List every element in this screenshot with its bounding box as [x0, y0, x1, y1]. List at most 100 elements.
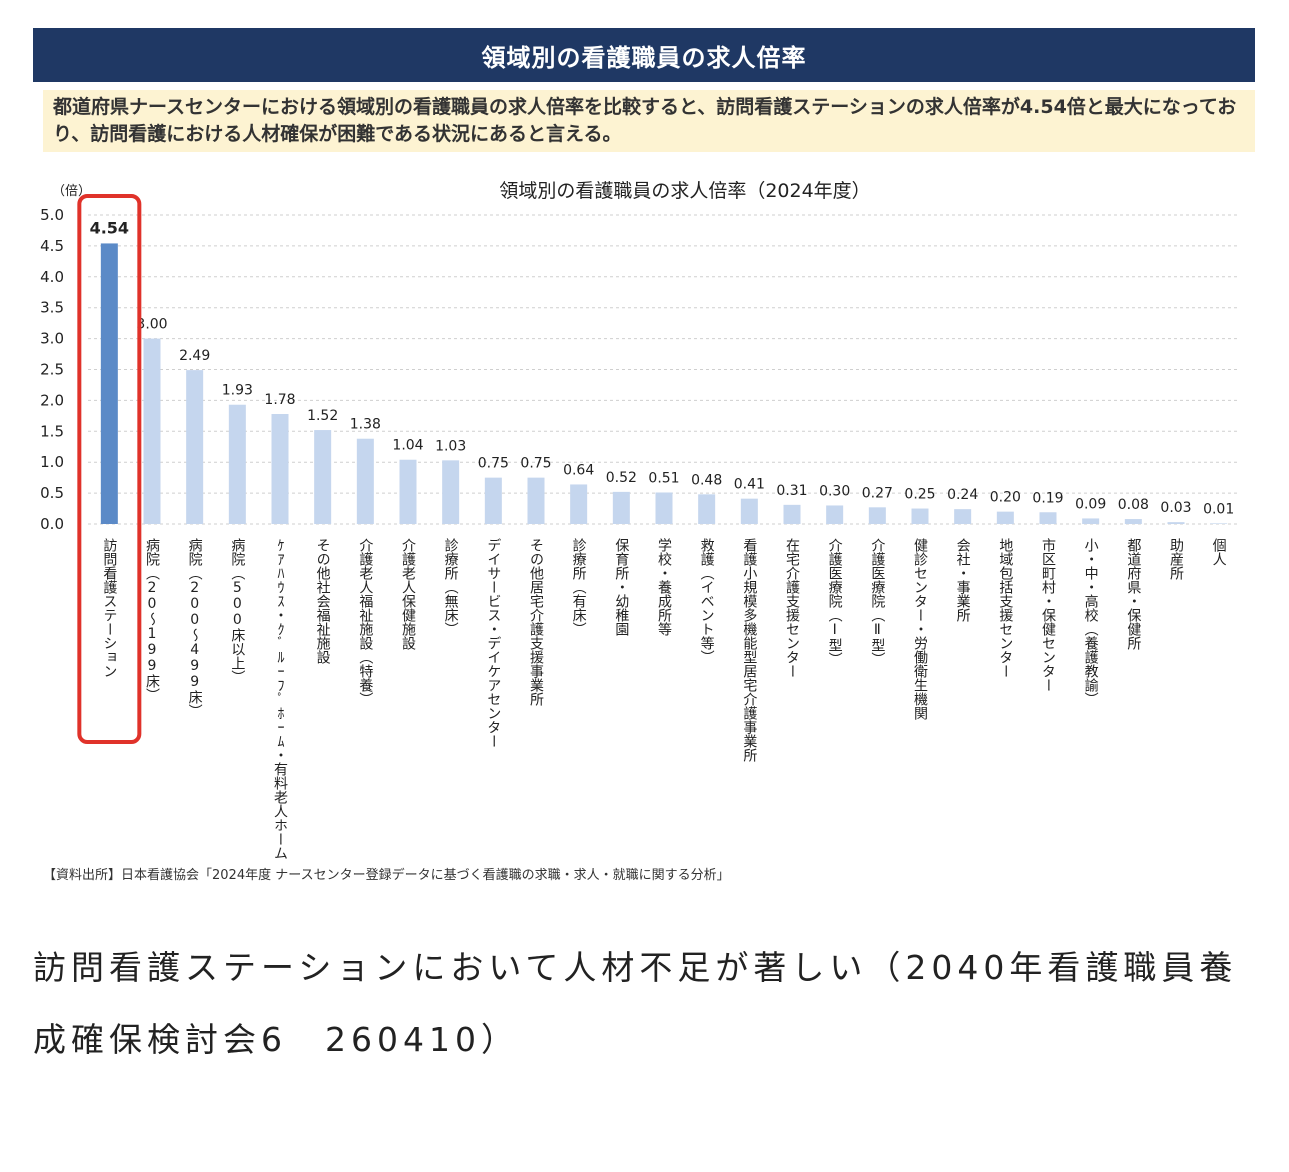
- bar: [740, 498, 758, 524]
- data-label: 0.30: [819, 483, 850, 499]
- x-tick-label: 在宅介護支援センター: [784, 538, 800, 678]
- bar-chart: 領域別の看護職員の求人倍率（2024年度） （倍） 0.0 0.5 1.0 1.5 2.0 2…: [40, 180, 1240, 860]
- data-label: 2.49: [179, 348, 210, 364]
- data-label: 0.41: [734, 477, 765, 493]
- x-tick-label: 救護（イベント等）: [699, 538, 715, 664]
- data-label: 3.00: [136, 317, 167, 333]
- summary-text: 都道府県ナースセンターにおける領域別の看護職員の求人倍率を比較すると、訪問看護ス…: [43, 90, 1255, 152]
- x-tick-label: デイサービス・デイケアセンター: [485, 538, 501, 748]
- data-label: 4.54: [90, 218, 129, 237]
- y-tick-label: 0.0: [40, 515, 64, 533]
- x-tick-label: 看護小規模多機能型居宅介護事業所: [741, 538, 757, 762]
- bar: [186, 370, 204, 524]
- data-label: 1.03: [435, 438, 466, 454]
- y-tick-label: 4.5: [40, 237, 64, 255]
- bar: [826, 505, 844, 524]
- bar: [271, 413, 289, 524]
- bar: [484, 477, 502, 524]
- data-label: 0.75: [520, 456, 551, 472]
- bar: [314, 430, 332, 524]
- data-label: 0.31: [776, 483, 807, 499]
- x-tick-label: 診療所（有床）: [571, 538, 587, 636]
- data-label: 0.24: [947, 487, 978, 503]
- x-tick-label: 都道府県・保健所: [1125, 538, 1141, 650]
- data-label: 0.27: [862, 485, 893, 501]
- source-note: 【資料出所】日本看護協会「2024年度 ナースセンター登録データに基づく看護職の…: [43, 868, 730, 883]
- page-title: 領域別の看護職員の求人倍率: [33, 28, 1255, 82]
- data-label: 0.03: [1160, 500, 1191, 516]
- bar: [954, 509, 972, 524]
- bar: [570, 484, 588, 524]
- x-tick-label: 小・中・高校（養護教諭）: [1083, 538, 1099, 706]
- bar: [655, 492, 673, 524]
- bar: [1210, 523, 1228, 524]
- chart-title: 領域別の看護職員の求人倍率（2024年度）: [499, 180, 870, 202]
- data-label: 0.25: [904, 487, 935, 503]
- bar: [911, 508, 929, 524]
- bar: [1167, 522, 1185, 524]
- y-tick-label: 5.0: [40, 206, 64, 224]
- data-label: 0.51: [648, 470, 679, 486]
- y-tick-label: 4.0: [40, 268, 64, 286]
- x-tick-label: 保育所・幼稚園: [613, 538, 629, 636]
- bar: [1082, 518, 1100, 524]
- bar: [143, 338, 161, 524]
- bar: [1124, 519, 1142, 524]
- bar: [100, 243, 118, 524]
- data-label: 1.52: [307, 408, 338, 424]
- x-tick-label: 介護医療院（Ⅰ型）: [827, 538, 843, 666]
- x-tick-label: 病院（20～199床）: [144, 538, 160, 702]
- data-label: 0.20: [990, 490, 1021, 506]
- bar: [612, 491, 630, 524]
- bar: [783, 504, 801, 524]
- x-tick-label: 個人: [1211, 538, 1227, 566]
- bar: [356, 438, 374, 524]
- x-tick-label: 診療所（無床）: [443, 538, 459, 636]
- data-label: 0.19: [1032, 490, 1063, 506]
- bar: [442, 460, 460, 524]
- data-label: 0.48: [691, 472, 722, 488]
- bar: [399, 459, 417, 524]
- x-tick-label: 学校・養成所等: [656, 538, 672, 636]
- x-tick-label: 介護医療院（Ⅱ型）: [869, 538, 885, 666]
- data-label: 0.52: [606, 470, 637, 486]
- x-tick-label: 病院（500床以上）: [229, 538, 245, 684]
- x-tick-label: 地域包括支援センター: [997, 538, 1013, 678]
- y-tick-label: 3.5: [40, 299, 64, 317]
- x-tick-label: 訪問看護ステーション: [101, 538, 117, 678]
- x-tick-label: 介護老人保健施設: [400, 538, 416, 650]
- data-label: 1.78: [264, 392, 295, 408]
- x-tick-label: 会社・事業所: [955, 538, 971, 622]
- caption-text: 訪問看護ステーションにおいて人材不足が著しい（2040年看護職員養成確保検討会6…: [33, 948, 1238, 1059]
- bar: [996, 511, 1014, 524]
- y-axis-label: （倍）: [52, 184, 91, 199]
- bar: [527, 477, 545, 524]
- y-tick-label: 1.5: [40, 422, 64, 440]
- bar: [868, 507, 886, 524]
- data-label: 0.64: [563, 462, 594, 478]
- data-label: 1.93: [222, 383, 253, 399]
- y-tick-label: 3.0: [40, 330, 64, 348]
- data-label: 0.09: [1075, 496, 1106, 512]
- data-label: 0.75: [478, 456, 509, 472]
- bar: [228, 404, 246, 524]
- data-label: 1.38: [350, 417, 381, 433]
- x-tick-label: 健診センター・労働衛生機関: [912, 538, 928, 721]
- y-tick-label: 0.5: [40, 484, 64, 502]
- highlight-box: [77, 194, 142, 744]
- x-tick-label: その他居宅介護支援事業所: [528, 538, 544, 706]
- x-tick-label: 市区町村・保健センター: [1040, 537, 1056, 692]
- x-tick-label: その他社会福祉施設: [315, 538, 331, 664]
- bar: [698, 494, 716, 524]
- x-tick-label: ｹｱﾊｳｽ・ｸﾞﾙｰﾌﾟﾎｰﾑ・有料老人ホーム: [272, 538, 288, 860]
- x-tick-label: 助産所: [1168, 538, 1184, 580]
- data-label: 0.01: [1203, 501, 1234, 517]
- x-tick-label: 病院（200～499床）: [187, 538, 203, 718]
- y-tick-label: 1.0: [40, 453, 64, 471]
- bar: [1039, 512, 1057, 524]
- data-label: 0.08: [1118, 497, 1149, 513]
- x-tick-label: 介護老人福祉施設（特養）: [357, 538, 373, 706]
- y-tick-label: 2.5: [40, 361, 64, 379]
- data-label: 1.04: [392, 438, 423, 454]
- y-tick-label: 2.0: [40, 391, 64, 409]
